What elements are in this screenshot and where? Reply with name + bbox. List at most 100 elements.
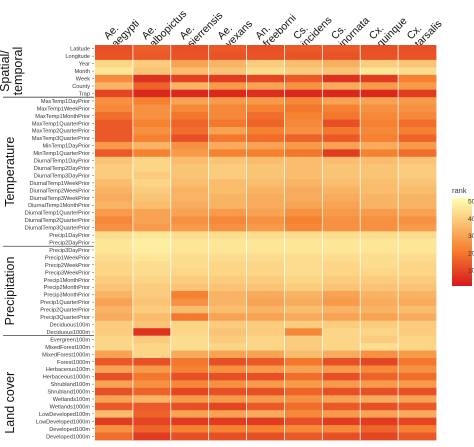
heatmap-cell (170, 253, 210, 262)
heatmap-cell (208, 149, 247, 158)
heatmap-cell (398, 67, 437, 76)
heatmap-cell (322, 290, 361, 299)
heatmap-cells (95, 45, 437, 441)
heatmap-cell (170, 380, 210, 389)
heatmap-cell (208, 253, 247, 262)
heatmap-cell (170, 387, 210, 396)
heatmap-cell (322, 425, 361, 433)
heatmap-cell (208, 179, 247, 187)
heatmap-cell (398, 305, 437, 314)
heatmap-cell (132, 149, 172, 158)
heatmap-cell (132, 246, 172, 255)
heatmap-cell (132, 216, 172, 225)
group-labels: Spatial/temporal Temperature Precipitation… (0, 47, 94, 434)
heatmap-cell (170, 410, 210, 419)
row-label: Precip3MonthPrior (44, 293, 90, 299)
heatmap-cell (322, 59, 361, 68)
heatmap-cell (360, 216, 399, 225)
heatmap-cell (95, 290, 134, 299)
heatmap-cell (132, 45, 172, 53)
heatmap-cell (246, 45, 285, 53)
heatmap-cell (170, 216, 210, 225)
heatmap-cell (360, 246, 399, 255)
heatmap-cell (246, 313, 285, 322)
row-label: Month (74, 69, 90, 75)
heatmap-cell (208, 126, 247, 135)
heatmap-cell (132, 201, 172, 210)
heatmap-cell (132, 194, 172, 202)
heatmap-cell (95, 216, 134, 225)
heatmap-cell (170, 112, 210, 120)
heatmap-cell (170, 231, 210, 240)
heatmap-cell (132, 268, 172, 277)
heatmap-cell (95, 231, 134, 240)
heatmap-cell (208, 335, 247, 344)
heatmap-cell (132, 410, 172, 419)
heatmap-cell (208, 417, 247, 426)
row-label: Forest1000m (57, 360, 90, 366)
heatmap-cell (132, 328, 172, 337)
heatmap-cell (208, 350, 247, 359)
row-label: Week (76, 77, 90, 83)
heatmap-cell (208, 231, 247, 240)
heatmap-cell (322, 194, 361, 202)
heatmap-cell (95, 372, 134, 381)
heatmap-cell (360, 208, 399, 217)
row-label: Shrubland1000m (47, 390, 90, 396)
heatmap-cell (360, 59, 399, 68)
heatmap-cell (360, 372, 399, 381)
heatmap-cell (246, 395, 285, 404)
heatmap-cell (95, 417, 134, 426)
heatmap-cell (132, 238, 172, 247)
heatmap-cell (398, 290, 437, 299)
heatmap-cell (360, 112, 399, 120)
heatmap-cell (208, 425, 247, 433)
heatmap-cell (246, 372, 285, 381)
heatmap-cell (360, 365, 399, 374)
heatmap-cell (284, 261, 323, 269)
heatmap-cell (170, 395, 210, 404)
row-label: Precip1DayPrior (49, 233, 90, 239)
heatmap-cell (208, 238, 247, 247)
heatmap-cell (208, 141, 247, 150)
group-label: Spatial/temporal (0, 47, 25, 96)
heatmap-cell (170, 417, 210, 426)
heatmap-cell (360, 97, 399, 106)
heatmap-cell (95, 328, 134, 337)
row-label: MinTemp1DayPrior (42, 144, 90, 150)
heatmap-cell (132, 305, 172, 314)
heatmap-cell (132, 52, 172, 61)
heatmap-cell (398, 387, 437, 396)
heatmap-cell (322, 112, 361, 120)
row-label: MaxTemp1WeekPrior (37, 106, 91, 112)
heatmap-cell (398, 97, 437, 106)
heatmap-cell (208, 246, 247, 255)
heatmap-cell (398, 134, 437, 143)
row-label: Precip3DayPrior (49, 248, 90, 254)
heatmap-cell (246, 112, 285, 120)
heatmap-cell (360, 380, 399, 389)
heatmap-cell (284, 425, 323, 433)
heatmap-cell (284, 149, 323, 158)
heatmap-cell (398, 231, 437, 240)
heatmap-cell (132, 134, 172, 143)
heatmap-cell (322, 350, 361, 359)
heatmap-cell (170, 313, 210, 322)
row-label: Herbaceous1000m (43, 375, 91, 381)
heatmap-cell (284, 156, 323, 165)
row-label: Precip2MonthPrior (44, 285, 90, 291)
heatmap-cell (246, 298, 285, 307)
heatmap-cell (398, 298, 437, 307)
heatmap-cell (398, 358, 437, 366)
heatmap-cell (95, 104, 134, 113)
column-label: An.freeborni (253, 4, 299, 50)
heatmap-cell (246, 402, 285, 411)
heatmap-cell (284, 305, 323, 314)
row-label: Deciduous100m (50, 322, 91, 328)
heatmap-cell (95, 402, 134, 411)
heatmap-cell (95, 425, 134, 433)
heatmap-cell (398, 104, 437, 113)
heatmap-cell (95, 67, 134, 76)
heatmap-cell (322, 164, 361, 173)
heatmap-cell (170, 134, 210, 143)
